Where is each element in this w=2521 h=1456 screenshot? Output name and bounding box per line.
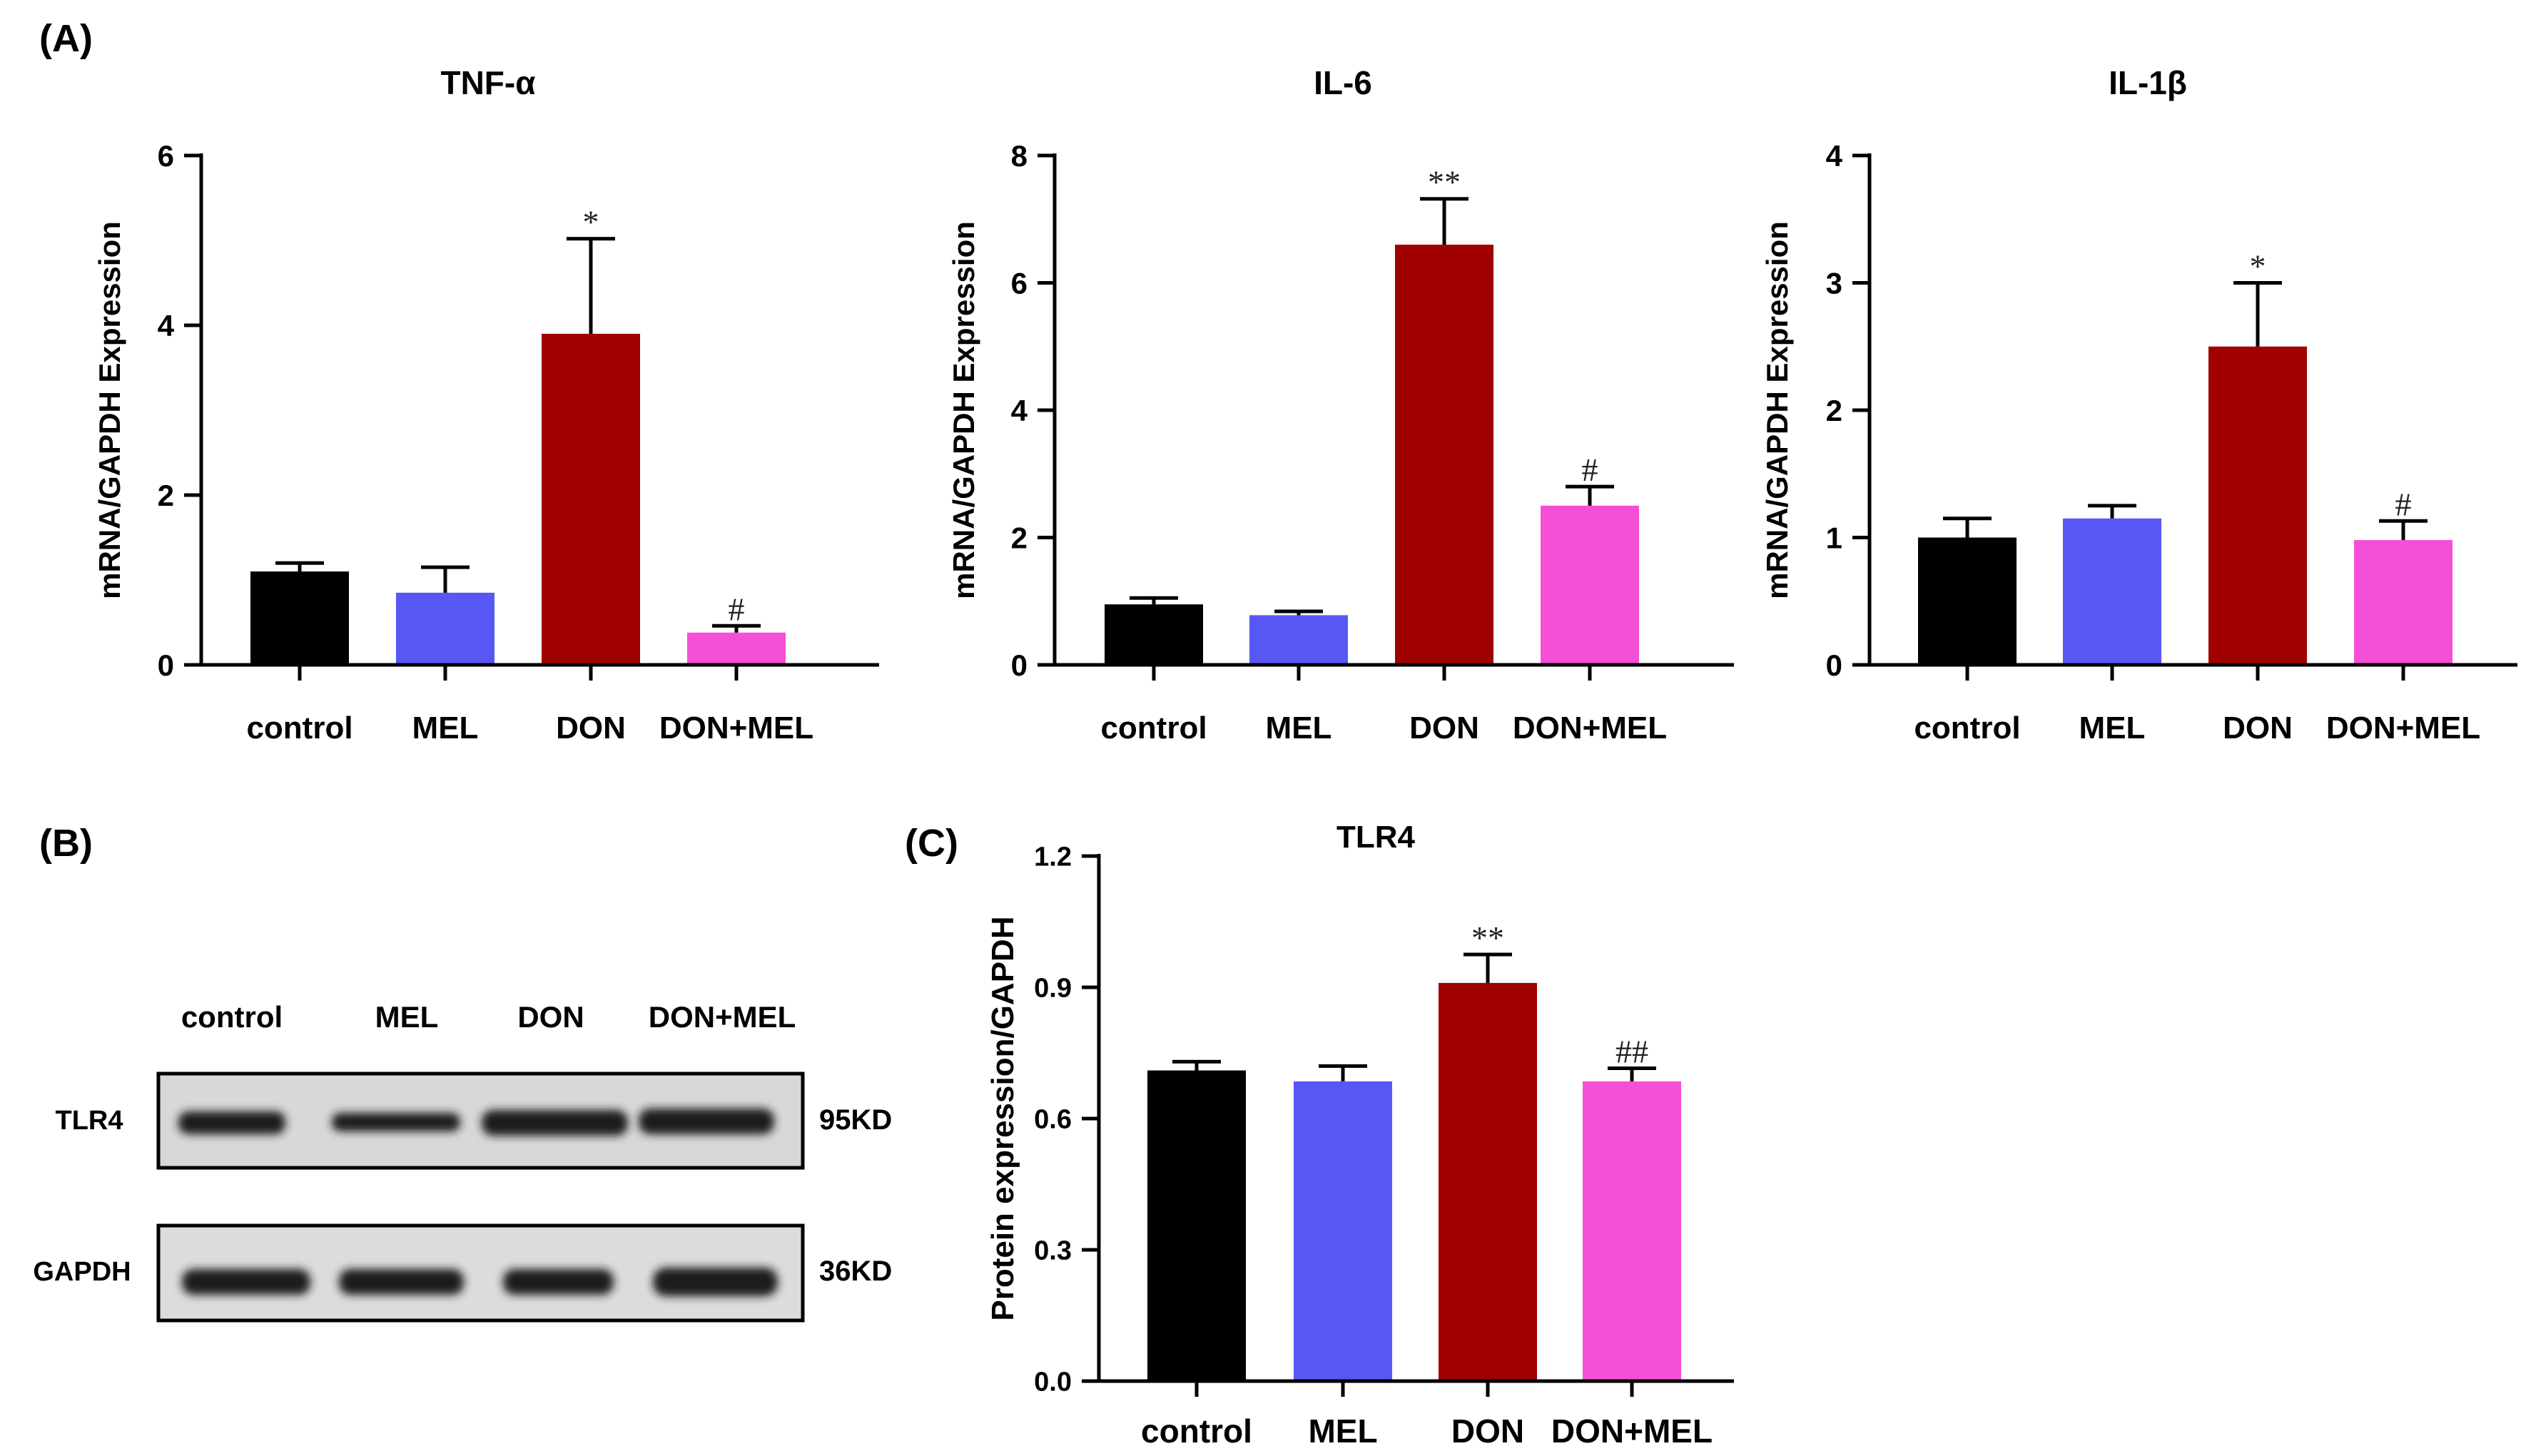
chart-0-xtick-label-don-mel: DON+MEL	[659, 711, 813, 745]
chart-0-xtick-label-don: DON	[556, 711, 626, 745]
chart-0-ytick-label-1: 2	[158, 479, 174, 512]
blot-band-tlr4-don-mel	[639, 1109, 774, 1134]
chart-0-annotation-don-mel: #	[729, 591, 745, 627]
panel-label-a: (A)	[39, 17, 93, 60]
chart-3-title: TLR4	[1336, 820, 1416, 855]
chart-2-bar-don-mel	[2354, 540, 2452, 665]
chart-0-title: TNF-α	[440, 64, 535, 101]
chart-1-annotation-don-mel: #	[1582, 452, 1598, 488]
chart-tnf-alpha: TNF-α mRNA/GAPDH Expression control MEL * DON…	[93, 64, 879, 745]
blot-band-tlr4-mel	[332, 1113, 460, 1131]
blot-size-tlr4: 95KD	[819, 1104, 892, 1136]
chart-2-xtick-label-control: control	[1914, 711, 2020, 745]
chart-1-ytick-label-1: 2	[1011, 521, 1028, 555]
chart-2-annotation-don: *	[2250, 248, 2266, 285]
chart-1-bar-don	[1395, 244, 1493, 665]
chart-1-bar-don-mel	[1541, 505, 1639, 665]
chart-2-ylabel: mRNA/GAPDH Expression	[1760, 221, 1794, 599]
chart-il-1beta: IL-1β mRNA/GAPDH Expression control MEL * DON…	[1760, 64, 2517, 745]
panel-label-b: (B)	[39, 822, 93, 865]
chart-2-xtick-label-don-mel: DON+MEL	[2326, 711, 2480, 745]
chart-3-ylabel: Protein expression/GAPDH	[985, 916, 1020, 1320]
chart-3-xtick-label-don: DON	[1451, 1412, 1524, 1450]
western-blot: control MEL DON DON+MEL TLR4 95KD GAPDH …	[33, 1000, 892, 1323]
chart-3-xtick-label-control: control	[1141, 1412, 1252, 1450]
chart-3-ytick-label-4: 1.2	[1034, 842, 1072, 872]
chart-2-annotation-don-mel: #	[2395, 486, 2412, 522]
chart-3-bar-mel	[1294, 1081, 1392, 1381]
chart-2-ytick-label-1: 1	[1826, 521, 1842, 555]
blot-row-label-gapdh: GAPDH	[33, 1257, 131, 1287]
chart-3-ytick-label-0: 0.0	[1034, 1368, 1072, 1398]
chart-0-bar-don-mel	[687, 632, 786, 665]
chart-2-xtick-label-mel: MEL	[2079, 711, 2146, 745]
chart-1-bar-mel	[1249, 615, 1348, 665]
chart-0-xtick-label-mel: MEL	[412, 711, 479, 745]
chart-2-ytick-label-0: 0	[1826, 648, 1842, 682]
blot-lane-label-don: DON	[517, 1000, 584, 1034]
blot-band-gapdh-mel	[339, 1269, 464, 1295]
chart-tlr4-protein: TLR4 Protein expression/GAPDH control MEL **…	[985, 820, 1734, 1450]
blot-band-gapdh-control	[182, 1269, 310, 1295]
chart-3-bar-don-mel	[1583, 1081, 1681, 1381]
panel-label-c: (C)	[905, 822, 958, 865]
chart-1-annotation-don: **	[1428, 164, 1461, 200]
blot-band-gapdh-don	[503, 1269, 614, 1295]
blot-bands-tlr4	[178, 1109, 774, 1136]
chart-3-bar-control	[1147, 1070, 1246, 1381]
chart-1-xtick-label-don-mel: DON+MEL	[1513, 711, 1667, 745]
chart-2-bar-mel	[2063, 518, 2161, 665]
blot-lane-label-mel: MEL	[375, 1000, 439, 1034]
chart-2-ytick-label-3: 3	[1826, 267, 1842, 300]
chart-0-annotation-don: *	[583, 204, 599, 240]
blot-lane-label-don-mel: DON+MEL	[649, 1000, 796, 1034]
blot-size-gapdh: 36KD	[819, 1256, 892, 1287]
blot-band-gapdh-don-mel	[653, 1268, 778, 1296]
chart-2-ytick-label-2: 2	[1826, 394, 1842, 427]
blot-bands-gapdh	[182, 1268, 778, 1296]
chart-2-bar-don	[2208, 346, 2307, 665]
chart-1-ytick-label-4: 8	[1011, 139, 1028, 173]
chart-1-ytick-label-3: 6	[1011, 267, 1028, 300]
chart-3-ytick-label-3: 0.9	[1034, 974, 1072, 1004]
chart-0-ytick-label-0: 0	[158, 648, 174, 682]
chart-2-bar-control	[1918, 537, 2017, 665]
chart-3-annotation-don-mel: ##	[1615, 1033, 1648, 1069]
chart-2-ytick-label-4: 4	[1826, 139, 1843, 173]
chart-0-xtick-label-control: control	[246, 711, 352, 745]
chart-2-title: IL-1β	[2109, 64, 2187, 101]
chart-1-ytick-label-0: 0	[1011, 648, 1028, 682]
chart-1-xtick-label-mel: MEL	[1266, 711, 1332, 745]
chart-3-ytick-label-2: 0.6	[1034, 1105, 1072, 1135]
chart-1-xtick-label-don: DON	[1409, 711, 1479, 745]
chart-0-bar-don	[542, 333, 640, 665]
chart-3-ytick-label-1: 0.3	[1034, 1236, 1072, 1266]
chart-1-ytick-label-2: 4	[1011, 394, 1028, 427]
chart-il-6: IL-6 mRNA/GAPDH Expression control MEL ** DON…	[947, 64, 1734, 745]
blot-lane-label-control: control	[181, 1000, 283, 1034]
chart-0-ytick-label-2: 4	[158, 309, 175, 342]
blot-band-tlr4-control	[178, 1111, 285, 1134]
chart-1-xtick-label-control: control	[1100, 711, 1207, 745]
chart-0-ylabel: mRNA/GAPDH Expression	[93, 221, 126, 599]
chart-0-ytick-label-3: 6	[158, 139, 174, 173]
chart-3-xtick-label-mel: MEL	[1308, 1412, 1377, 1450]
chart-0-bar-mel	[396, 592, 494, 665]
chart-2-xtick-label-don: DON	[2223, 711, 2293, 745]
chart-0-bar-control	[250, 571, 349, 665]
chart-1-bar-control	[1105, 604, 1203, 665]
chart-3-annotation-don: **	[1471, 920, 1504, 956]
blot-row-label-tlr4: TLR4	[56, 1106, 123, 1136]
blot-band-tlr4-don	[482, 1110, 628, 1136]
chart-1-title: IL-6	[1314, 64, 1372, 101]
chart-3-bar-don	[1439, 982, 1537, 1381]
chart-1-ylabel: mRNA/GAPDH Expression	[947, 221, 980, 599]
chart-3-xtick-label-don-mel: DON+MEL	[1551, 1412, 1713, 1450]
